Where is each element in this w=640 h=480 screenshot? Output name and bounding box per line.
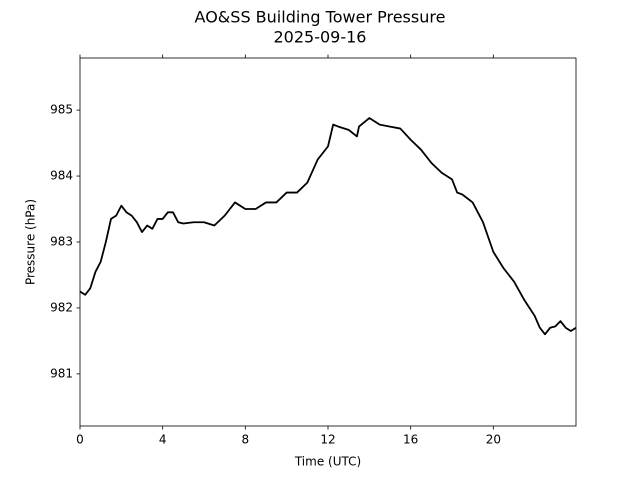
y-tick-label: 983	[50, 235, 73, 249]
x-tick-label: 8	[242, 433, 250, 447]
x-tick-label: 20	[486, 433, 501, 447]
y-tick-label: 984	[50, 169, 73, 183]
chart-title: AO&SS Building Tower Pressure	[195, 8, 446, 27]
x-tick-label: 4	[159, 433, 167, 447]
y-tick-label: 985	[50, 103, 73, 117]
data-line	[79, 117, 577, 336]
x-tick-label: 0	[76, 433, 84, 447]
x-tick-label: 16	[403, 433, 418, 447]
plot-frame	[79, 57, 577, 427]
y-tick-label: 981	[50, 366, 73, 380]
chart-subtitle: 2025-09-16	[274, 28, 367, 47]
x-axis-label: Time (UTC)	[294, 455, 361, 469]
y-tick-label: 982	[50, 300, 73, 314]
x-tick-label: 12	[320, 433, 335, 447]
y-axis-label: Pressure (hPa)	[24, 199, 38, 285]
